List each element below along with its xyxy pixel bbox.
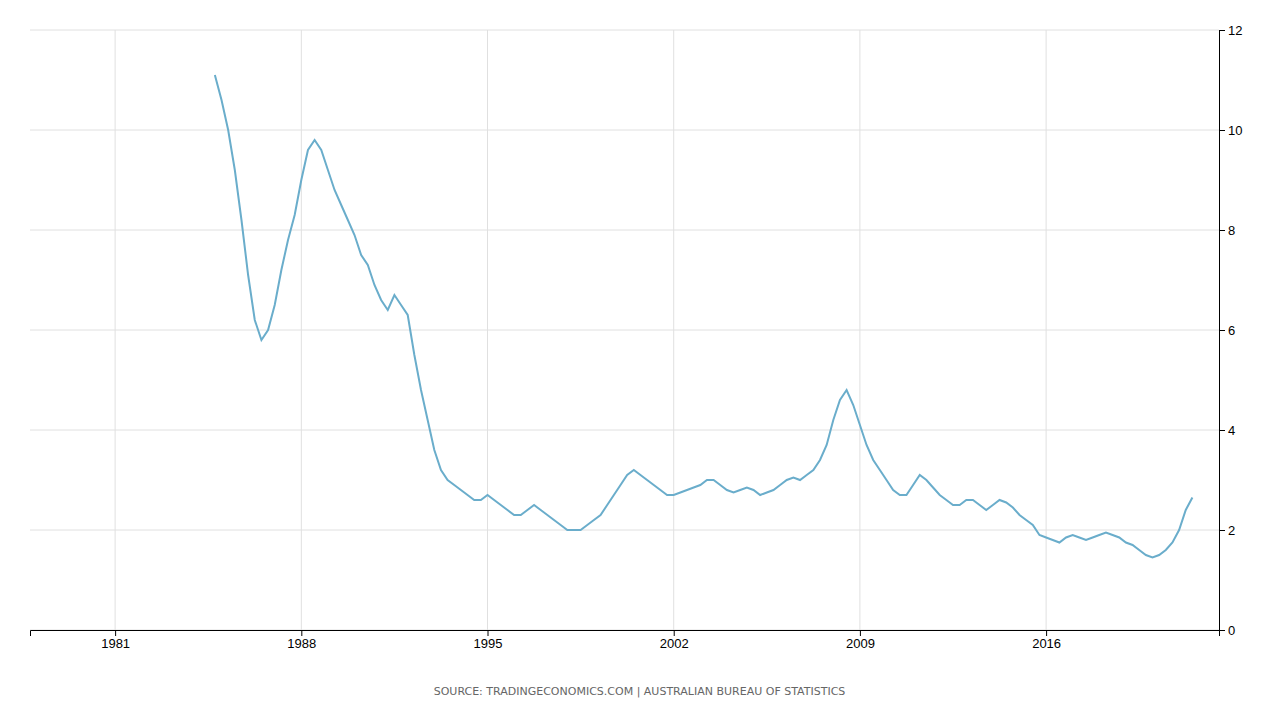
y-tick-mark <box>1219 330 1225 331</box>
grid-line <box>30 530 1219 531</box>
grid-line <box>1046 30 1047 630</box>
y-tick-mark <box>1219 530 1225 531</box>
grid-line <box>30 130 1219 131</box>
grid-line <box>859 30 860 630</box>
x-tick: 2016 <box>1032 630 1061 651</box>
x-tick-label: 1988 <box>287 636 316 651</box>
y-tick: 0 <box>1219 623 1235 638</box>
x-tick-mark <box>674 630 675 636</box>
x-axis: 1981 1988 1995 2002 2009 2016 <box>31 630 1220 651</box>
line <box>215 75 1193 558</box>
x-axis-line <box>31 631 1220 637</box>
y-tick: 4 <box>1219 423 1235 438</box>
grid <box>30 30 1219 630</box>
y-tick-label: 4 <box>1228 423 1235 438</box>
x-tick-label: 1995 <box>474 636 503 651</box>
y-tick: 8 <box>1219 223 1235 238</box>
x-tick-label: 1981 <box>101 636 130 651</box>
x-tick-mark <box>488 630 489 636</box>
y-tick-label: 12 <box>1228 23 1242 38</box>
x-tick-label: 2016 <box>1032 636 1061 651</box>
x-tick-mark <box>1046 630 1047 636</box>
y-tick-mark <box>1219 130 1225 131</box>
y-tick-label: 8 <box>1228 223 1235 238</box>
x-tick-mark <box>860 630 861 636</box>
y-tick: 2 <box>1219 523 1235 538</box>
x-tick-mark <box>301 630 302 636</box>
y-tick-label: 2 <box>1228 523 1235 538</box>
grid-line <box>115 30 116 630</box>
y-tick: 12 <box>1219 23 1242 38</box>
grid-line <box>30 330 1219 331</box>
y-axis: 0 2 4 6 8 10 12 <box>1219 23 1242 638</box>
y-tick-mark <box>1219 630 1225 631</box>
grid-line <box>30 30 1219 31</box>
x-tick: 1981 <box>101 630 130 651</box>
y-tick-mark <box>1219 30 1225 31</box>
y-tick: 6 <box>1219 323 1235 338</box>
grid-line <box>301 30 302 630</box>
grid-line <box>673 30 674 630</box>
x-tick: 1995 <box>474 630 503 651</box>
grid-line <box>30 430 1219 431</box>
plot-area: 1981 1988 1995 2002 2009 2016 0 2 4 6 8 10 12 <box>30 23 1242 652</box>
y-tick-label: 10 <box>1228 123 1242 138</box>
source-note: SOURCE: TRADINGECONOMICS.COM | AUSTRALIA… <box>434 685 846 698</box>
chart: 1981 1988 1995 2002 2009 2016 0 2 4 6 8 10 12 SOURCE:… <box>0 0 1279 720</box>
y-axis-line <box>1220 31 1226 631</box>
grid-line <box>30 230 1219 231</box>
x-tick: 1988 <box>287 630 316 651</box>
y-tick: 10 <box>1219 123 1242 138</box>
x-tick: 2002 <box>660 630 689 651</box>
y-tick-mark <box>1219 430 1225 431</box>
y-tick-mark <box>1219 230 1225 231</box>
grid-line <box>487 30 488 630</box>
x-tick-label: 2002 <box>660 636 689 651</box>
marks <box>215 75 1193 558</box>
x-tick: 2009 <box>846 630 875 651</box>
y-tick-label: 6 <box>1228 323 1235 338</box>
x-tick-mark <box>115 630 116 636</box>
x-tick-label: 2009 <box>846 636 875 651</box>
y-tick-label: 0 <box>1228 623 1235 638</box>
